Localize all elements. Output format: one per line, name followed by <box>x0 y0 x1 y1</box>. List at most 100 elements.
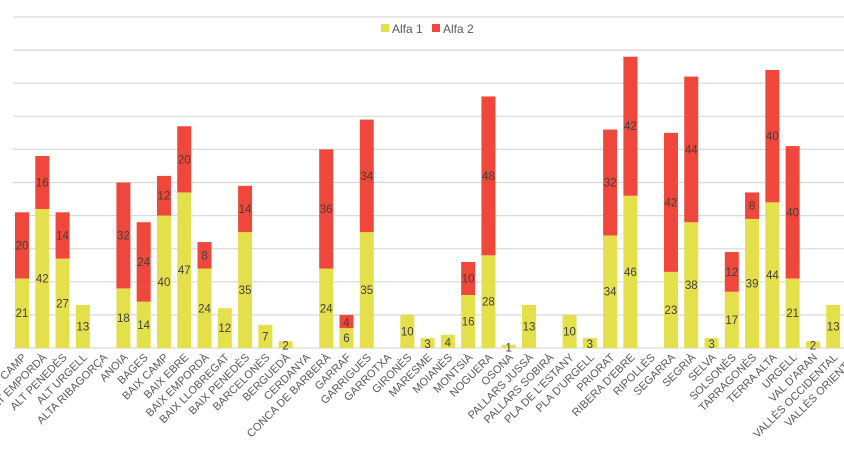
bar-alfa-1 <box>156 215 171 348</box>
data-label: 12 <box>218 323 231 335</box>
data-label: 8 <box>201 250 207 262</box>
data-label: 35 <box>239 285 252 297</box>
data-label: 13 <box>827 321 840 333</box>
data-label: 36 <box>320 204 333 216</box>
data-label: 44 <box>766 270 779 282</box>
bar-alfa-2 <box>684 76 699 223</box>
bar-alfa-2 <box>339 314 354 329</box>
bar-alfa-2 <box>15 212 29 279</box>
bar-alfa-1 <box>440 334 455 348</box>
data-label: 3 <box>708 339 714 351</box>
bar-alfa-1 <box>501 344 516 348</box>
data-label: 27 <box>56 298 69 310</box>
data-label: 35 <box>360 285 373 297</box>
data-label: 47 <box>178 265 191 277</box>
data-label: 24 <box>137 257 150 269</box>
bar-alfa-2 <box>745 192 760 219</box>
bar-alfa-1 <box>359 232 374 348</box>
data-label: 34 <box>360 171 373 183</box>
bar-alfa-1 <box>75 304 90 348</box>
bar-alfa-2 <box>35 156 50 209</box>
data-label: 12 <box>725 267 738 279</box>
bar-alfa-2 <box>765 69 780 203</box>
bar-alfa-1 <box>826 304 841 348</box>
bar-alfa-1 <box>15 278 29 348</box>
data-labels: 2120421627141318321424401247202481235147… <box>16 121 840 354</box>
data-label: 16 <box>462 317 475 329</box>
legend: Alfa 1 Alfa 2 <box>381 22 474 36</box>
bar-alfa-2 <box>481 96 496 256</box>
bar-alfa-1 <box>319 268 334 348</box>
bar-alfa-1 <box>562 314 577 348</box>
bar-alfa-1 <box>582 338 597 348</box>
data-label: 13 <box>523 321 536 333</box>
bar-alfa-1 <box>420 338 435 348</box>
data-label: 32 <box>604 178 617 190</box>
data-label: 17 <box>725 315 738 327</box>
data-label: 18 <box>117 313 130 325</box>
bar-alfa-1 <box>663 271 678 348</box>
bar-alfa-2 <box>663 132 678 272</box>
bar-alfa-2 <box>197 242 212 269</box>
bar-alfa-1 <box>765 202 780 348</box>
bar-alfa-2 <box>319 149 334 269</box>
bar-alfa-1 <box>481 255 496 348</box>
data-label: 12 <box>158 191 171 203</box>
bar-alfa-1 <box>238 232 253 348</box>
data-label: 44 <box>685 144 698 156</box>
bar-alfa-1 <box>136 301 151 348</box>
data-label: 40 <box>158 277 171 289</box>
bar-alfa-2 <box>55 212 70 259</box>
data-label: 10 <box>563 326 576 338</box>
data-label: 32 <box>117 230 130 242</box>
bar-alfa-1 <box>339 328 354 348</box>
data-label: 48 <box>482 171 495 183</box>
data-label: 46 <box>624 267 637 279</box>
data-label: 20 <box>16 240 29 252</box>
bar-alfa-1 <box>785 278 800 348</box>
bar-alfa-1 <box>724 291 739 348</box>
data-label: 14 <box>239 204 252 216</box>
data-label: 2 <box>282 341 288 353</box>
bar-alfa-2 <box>116 182 131 289</box>
data-label: 3 <box>424 339 430 351</box>
data-label: 24 <box>198 303 211 315</box>
data-label: 4 <box>343 318 350 330</box>
bar-alfa-1 <box>217 308 232 348</box>
bar-alfa-2 <box>461 261 476 296</box>
data-label: 16 <box>36 178 49 190</box>
data-label: 21 <box>786 308 799 320</box>
data-label: 10 <box>462 273 475 285</box>
bar-alfa-1 <box>623 195 638 348</box>
bar-alfa-1 <box>522 304 536 348</box>
gridlines <box>13 16 844 349</box>
bar-alfa-1 <box>197 268 212 348</box>
data-label: 10 <box>401 326 414 338</box>
bar-alfa-1 <box>704 338 719 348</box>
bar-alfa-1 <box>603 235 618 348</box>
bar-alfa-1 <box>684 222 699 348</box>
data-label: 6 <box>343 333 349 345</box>
bar-alfa-1 <box>745 218 760 348</box>
data-label: 8 <box>749 201 755 213</box>
bar-alfa-1 <box>461 295 476 348</box>
data-label: 4 <box>445 337 452 349</box>
bar-alfa-1 <box>805 341 820 348</box>
bar-alfa-2 <box>359 119 374 233</box>
legend-swatch-alfa-1 <box>381 24 389 32</box>
data-label: 3 <box>587 339 593 351</box>
data-label: 42 <box>36 273 49 285</box>
legend-swatch-alfa-2 <box>432 24 440 32</box>
data-label: 13 <box>76 321 89 333</box>
data-label: 23 <box>665 305 678 317</box>
data-label: 28 <box>482 297 495 309</box>
bar-alfa-1 <box>258 324 273 348</box>
data-label: 39 <box>746 278 759 290</box>
bar-alfa-1 <box>35 208 50 348</box>
data-label: 42 <box>665 197 678 209</box>
bar-alfa-2 <box>177 126 192 193</box>
bar-alfa-2 <box>136 222 151 302</box>
data-label: 21 <box>16 308 29 320</box>
